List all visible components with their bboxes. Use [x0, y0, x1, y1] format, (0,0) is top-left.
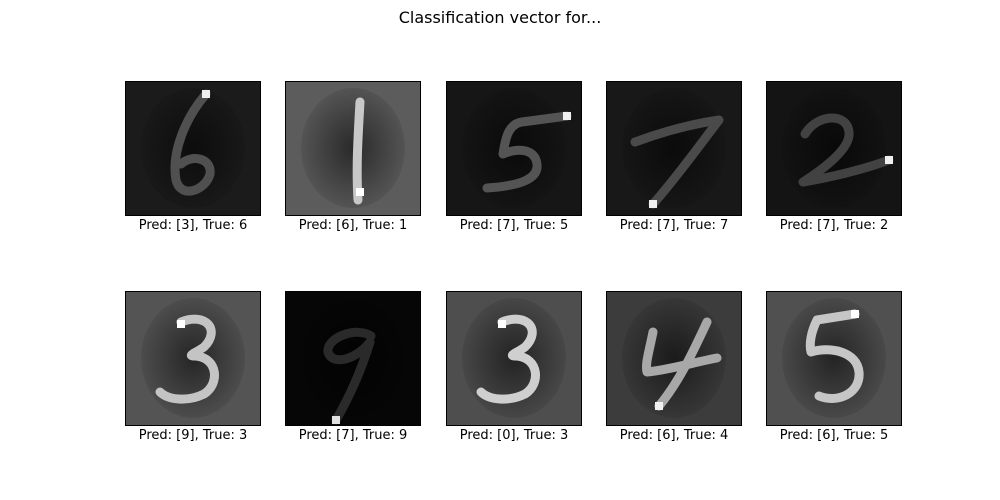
digit-image	[285, 291, 421, 426]
image-shading	[301, 88, 405, 208]
digit-stroke	[155, 314, 219, 404]
highlight-pixel	[885, 156, 893, 164]
digit-image	[606, 291, 742, 426]
panel-caption: Pred: [6], True: 4	[619, 428, 729, 443]
image-shading	[782, 88, 886, 208]
image-panel: Pred: [0], True: 3	[446, 291, 582, 443]
image-panel: Pred: [7], True: 2	[766, 81, 902, 233]
digit-canvas	[126, 82, 260, 215]
image-panel: Pred: [7], True: 5	[446, 81, 582, 233]
digit-canvas	[447, 292, 581, 425]
digit-canvas	[607, 292, 741, 425]
panel-caption: Pred: [6], True: 5	[779, 428, 889, 443]
digit-image	[285, 81, 421, 216]
digit-image	[766, 291, 902, 426]
digit-canvas	[767, 82, 901, 215]
highlight-pixel	[202, 90, 210, 98]
image-panel: Pred: [9], True: 3	[125, 291, 261, 443]
digit-canvas	[607, 82, 741, 215]
panel-caption: Pred: [3], True: 6	[138, 218, 248, 233]
digit-canvas	[286, 292, 420, 425]
image-panel: Pred: [7], True: 7	[606, 81, 742, 233]
digit-image	[125, 291, 261, 426]
highlight-pixel	[332, 416, 340, 424]
digit-stroke	[476, 314, 540, 404]
digit-stroke	[170, 89, 215, 196]
digit-stroke	[805, 309, 864, 403]
highlight-pixel	[498, 320, 506, 328]
image-panel: Pred: [7], True: 9	[285, 291, 421, 443]
highlight-pixel	[177, 320, 185, 328]
image-panel: Pred: [3], True: 6	[125, 81, 261, 233]
highlight-pixel	[655, 402, 663, 410]
chart-title: Classification vector for...	[398, 8, 602, 27]
digit-canvas	[286, 82, 420, 215]
digit-canvas	[447, 82, 581, 215]
highlight-pixel	[563, 112, 571, 120]
panel-caption: Pred: [7], True: 9	[298, 428, 408, 443]
digit-image	[446, 291, 582, 426]
highlight-pixel	[851, 310, 859, 318]
panel-caption: Pred: [7], True: 2	[779, 218, 889, 233]
panel-caption: Pred: [0], True: 3	[459, 428, 569, 443]
digit-stroke	[642, 317, 722, 411]
image-panel: Pred: [6], True: 4	[606, 291, 742, 443]
image-shading	[622, 88, 726, 208]
digit-stroke	[798, 113, 894, 187]
digit-stroke	[352, 97, 365, 205]
digit-canvas	[126, 292, 260, 425]
highlight-pixel	[356, 188, 364, 196]
digit-image	[766, 81, 902, 216]
digit-stroke	[323, 327, 376, 425]
digit-canvas	[767, 292, 901, 425]
panel-caption: Pred: [6], True: 1	[298, 218, 408, 233]
panel-caption: Pred: [9], True: 3	[138, 428, 248, 443]
image-shading	[141, 88, 245, 208]
digit-stroke	[482, 111, 572, 193]
image-panel: Pred: [6], True: 5	[766, 291, 902, 443]
highlight-pixel	[649, 200, 657, 208]
image-panel: Pred: [6], True: 1	[285, 81, 421, 233]
digit-image	[446, 81, 582, 216]
panel-caption: Pred: [7], True: 5	[459, 218, 569, 233]
digit-stroke	[630, 115, 724, 209]
digit-image	[125, 81, 261, 216]
panel-caption: Pred: [7], True: 7	[619, 218, 729, 233]
digit-image	[606, 81, 742, 216]
